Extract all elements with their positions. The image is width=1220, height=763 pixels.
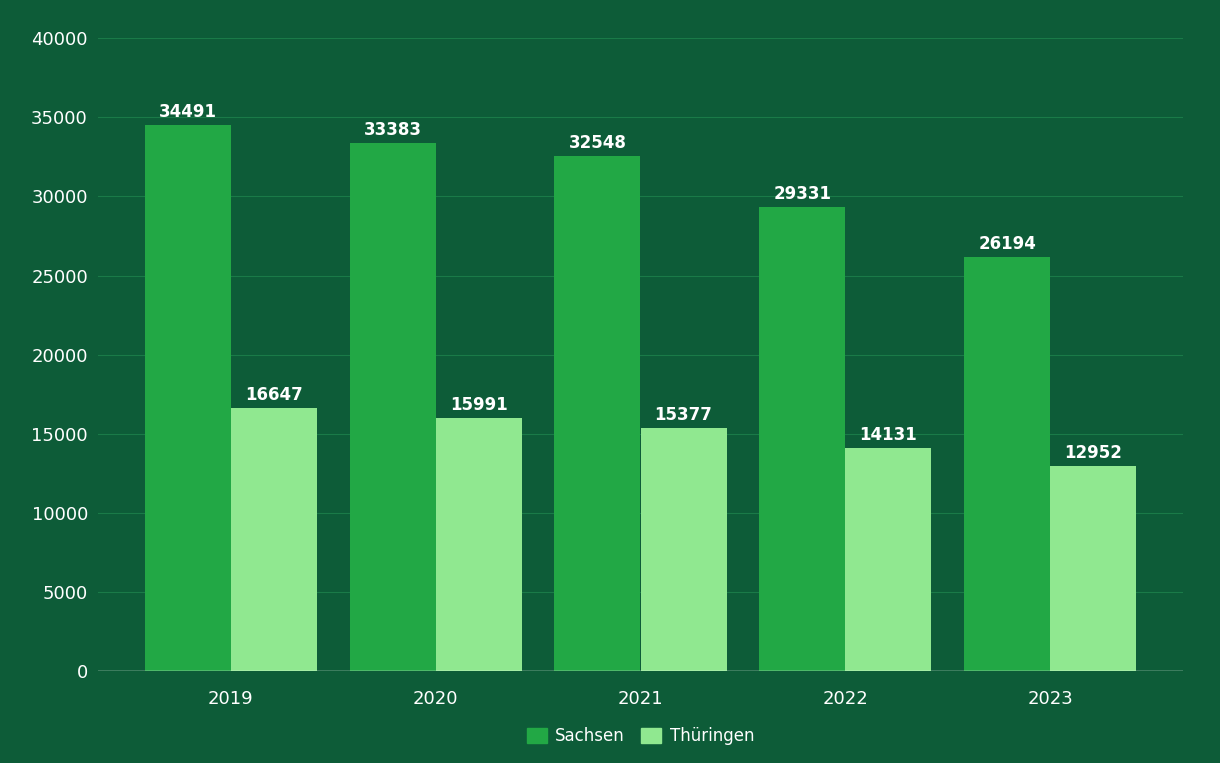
Bar (640, 428, 727, 671)
Text: 12952: 12952 (1064, 444, 1122, 462)
Bar (231, 408, 317, 671)
Text: 33383: 33383 (364, 121, 422, 139)
Text: 29331: 29331 (773, 185, 831, 203)
Bar (436, 418, 522, 671)
Text: 15991: 15991 (450, 396, 508, 414)
Bar (759, 207, 845, 671)
Text: 14131: 14131 (860, 426, 917, 444)
Bar (1050, 466, 1136, 671)
Text: 16647: 16647 (245, 386, 303, 404)
Bar (554, 156, 640, 671)
Bar (350, 143, 436, 671)
Bar (845, 448, 931, 671)
Bar (145, 125, 231, 671)
Text: 32548: 32548 (569, 134, 626, 152)
Text: 15377: 15377 (655, 406, 712, 424)
Legend: Sachsen, Thüringen: Sachsen, Thüringen (527, 727, 754, 745)
Bar (964, 256, 1050, 671)
Text: 26194: 26194 (978, 235, 1036, 253)
Text: 34491: 34491 (159, 104, 217, 121)
